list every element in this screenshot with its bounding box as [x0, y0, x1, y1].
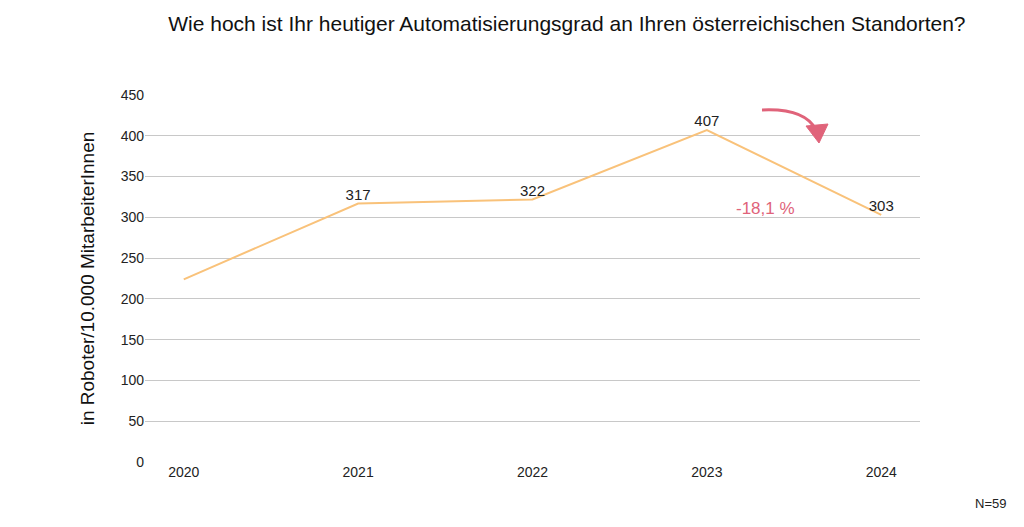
svg-text:303: 303 [869, 197, 894, 214]
svg-text:407: 407 [694, 112, 719, 129]
svg-text:200: 200 [121, 291, 145, 307]
svg-text:N=59: N=59 [975, 496, 1006, 511]
svg-text:317: 317 [346, 186, 371, 203]
svg-text:2020: 2020 [168, 464, 199, 480]
svg-text:400: 400 [121, 128, 145, 144]
svg-text:50: 50 [128, 413, 144, 429]
svg-text:2022: 2022 [517, 464, 548, 480]
svg-text:2021: 2021 [343, 464, 374, 480]
svg-text:Wie hoch ist Ihr heutiger Auto: Wie hoch ist Ihr heutiger Automatisierun… [168, 12, 965, 35]
svg-text:2024: 2024 [866, 464, 897, 480]
svg-text:250: 250 [121, 250, 145, 266]
svg-text:2023: 2023 [691, 464, 722, 480]
svg-text:150: 150 [121, 332, 145, 348]
svg-text:100: 100 [121, 372, 145, 388]
svg-text:350: 350 [121, 168, 145, 184]
svg-text:322: 322 [520, 182, 545, 199]
svg-text:0: 0 [136, 454, 144, 470]
svg-text:-18,1 %: -18,1 % [736, 199, 795, 218]
svg-text:450: 450 [121, 87, 145, 103]
svg-text:300: 300 [121, 209, 145, 225]
svg-text:in Roboter/10.000 MitarbeiterI: in Roboter/10.000 MitarbeiterInnen [77, 132, 98, 426]
